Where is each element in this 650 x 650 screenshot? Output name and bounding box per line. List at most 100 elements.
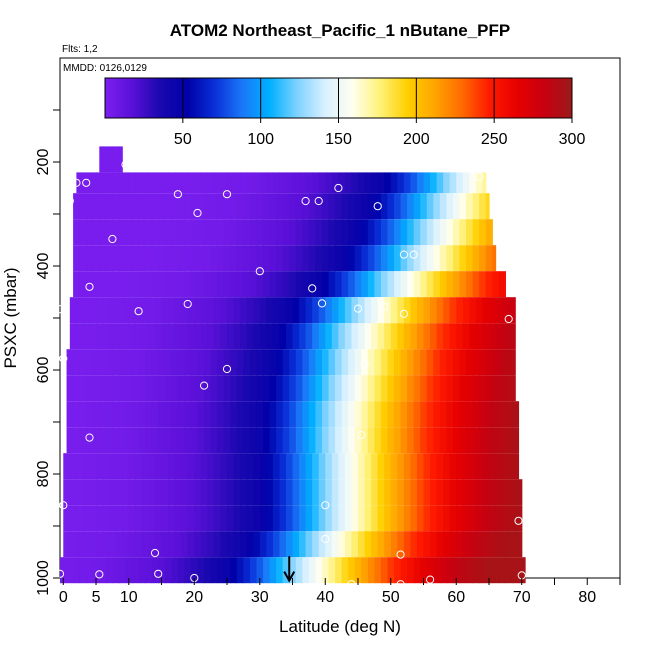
- heatmap-cell: [285, 323, 294, 350]
- heatmap-cell: [73, 219, 81, 246]
- heatmap-cell: [223, 401, 231, 428]
- heatmap-cell: [413, 193, 421, 220]
- heatmap-cell: [105, 427, 113, 454]
- heatmap-cell: [433, 557, 441, 584]
- heatmap-cell: [443, 172, 451, 194]
- heatmap-cell: [289, 427, 297, 454]
- heatmap-cell: [318, 323, 326, 350]
- heatmap-cell: [394, 349, 402, 376]
- heatmap-cell: [331, 297, 339, 324]
- sample-point: [183, 299, 192, 309]
- heatmap-cell: [295, 401, 303, 428]
- heatmap-cell: [394, 427, 402, 454]
- heatmap-cell: [115, 479, 123, 506]
- heatmap-cell: [354, 349, 362, 376]
- heatmap-cell: [76, 323, 84, 350]
- sample-point: [317, 299, 327, 308]
- heatmap-cell: [168, 505, 176, 532]
- heatmap-cell: [331, 172, 339, 194]
- heatmap-cell: [315, 245, 323, 272]
- heatmap-cell: [328, 245, 336, 272]
- heatmap-cell: [436, 505, 444, 532]
- heatmap-cell: [145, 375, 153, 402]
- heatmap-cell: [112, 271, 120, 298]
- heatmap-band: [66, 349, 516, 376]
- heatmap-cell: [171, 271, 179, 298]
- heatmap-band: [66, 375, 516, 402]
- heatmap-cell: [325, 172, 333, 194]
- heatmap-cell: [86, 245, 94, 272]
- heatmap-cell: [492, 557, 500, 584]
- heatmap-cell: [177, 271, 186, 298]
- heatmap-cell: [181, 297, 189, 324]
- y-axis-label: PSXC (mbar): [1, 267, 20, 368]
- sample-point: [314, 196, 323, 206]
- x-tick-label: 70: [513, 589, 531, 606]
- heatmap-cell: [462, 505, 470, 532]
- heatmap-cell: [223, 427, 231, 454]
- heatmap-cell: [289, 271, 297, 298]
- heatmap-cell: [86, 193, 94, 220]
- heatmap-cell: [171, 557, 179, 584]
- heatmap-cell: [266, 172, 274, 194]
- heatmap-cell: [210, 271, 218, 298]
- heatmap-cell: [269, 271, 277, 298]
- heatmap-cell: [154, 172, 163, 194]
- heatmap-cell: [125, 401, 133, 428]
- heatmap-cell: [384, 505, 392, 532]
- heatmap-cell: [171, 401, 179, 428]
- heatmap-cell: [410, 453, 418, 480]
- heatmap-cell: [233, 453, 241, 480]
- sample-point: [426, 575, 435, 584]
- heatmap-cell: [184, 193, 192, 220]
- sample-point: [55, 569, 65, 578]
- heatmap-cell: [138, 349, 146, 376]
- heatmap-cell: [204, 427, 212, 454]
- heatmap-cell: [380, 427, 389, 454]
- heatmap-band: [66, 427, 520, 454]
- heatmap-cell: [128, 172, 136, 194]
- heatmap-cell: [141, 297, 150, 324]
- heatmap-cell: [102, 505, 110, 532]
- heatmap-cell: [233, 531, 241, 558]
- heatmap-cell: [495, 453, 503, 480]
- heatmap-cell: [259, 453, 267, 480]
- heatmap-cell: [138, 245, 146, 272]
- heatmap-cell: [118, 427, 127, 454]
- heatmap-cell: [60, 557, 68, 584]
- heatmap-cell: [443, 505, 451, 532]
- heatmap-cell: [272, 323, 281, 350]
- x-tick-label: 60: [447, 589, 465, 606]
- heatmap-cell: [335, 557, 343, 584]
- heatmap-cell: [73, 401, 81, 428]
- heatmap-cell: [249, 349, 258, 376]
- heatmap-cell: [479, 219, 487, 246]
- heatmap-cell: [479, 271, 487, 298]
- heatmap-cell: [184, 557, 192, 584]
- heatmap-cell: [145, 245, 153, 272]
- heatmap-cell: [148, 505, 156, 532]
- heatmap-cell: [112, 349, 120, 376]
- heatmap-cell: [158, 349, 166, 376]
- heatmap-cell: [249, 427, 258, 454]
- heatmap-cell: [243, 349, 251, 376]
- heatmap-cell: [96, 172, 104, 194]
- heatmap-cell: [384, 453, 392, 480]
- heatmap-cell: [79, 219, 87, 246]
- heatmap-cell: [515, 453, 520, 480]
- heatmap-cell: [122, 297, 130, 324]
- heatmap-cell: [341, 271, 349, 298]
- heatmap-cell: [82, 297, 91, 324]
- sample-point: [396, 550, 405, 559]
- heatmap-cell: [109, 479, 117, 506]
- heatmap-cell: [187, 172, 195, 194]
- heatmap-cell: [377, 453, 385, 480]
- heatmap-cell: [321, 193, 330, 220]
- heatmap-cell: [495, 479, 503, 506]
- heatmap-cell: [217, 245, 225, 272]
- heatmap-cell: [99, 146, 107, 173]
- heatmap-band: [73, 193, 490, 220]
- heatmap-cell: [79, 349, 87, 376]
- heatmap-cell: [263, 271, 271, 298]
- heatmap-cell: [105, 146, 113, 173]
